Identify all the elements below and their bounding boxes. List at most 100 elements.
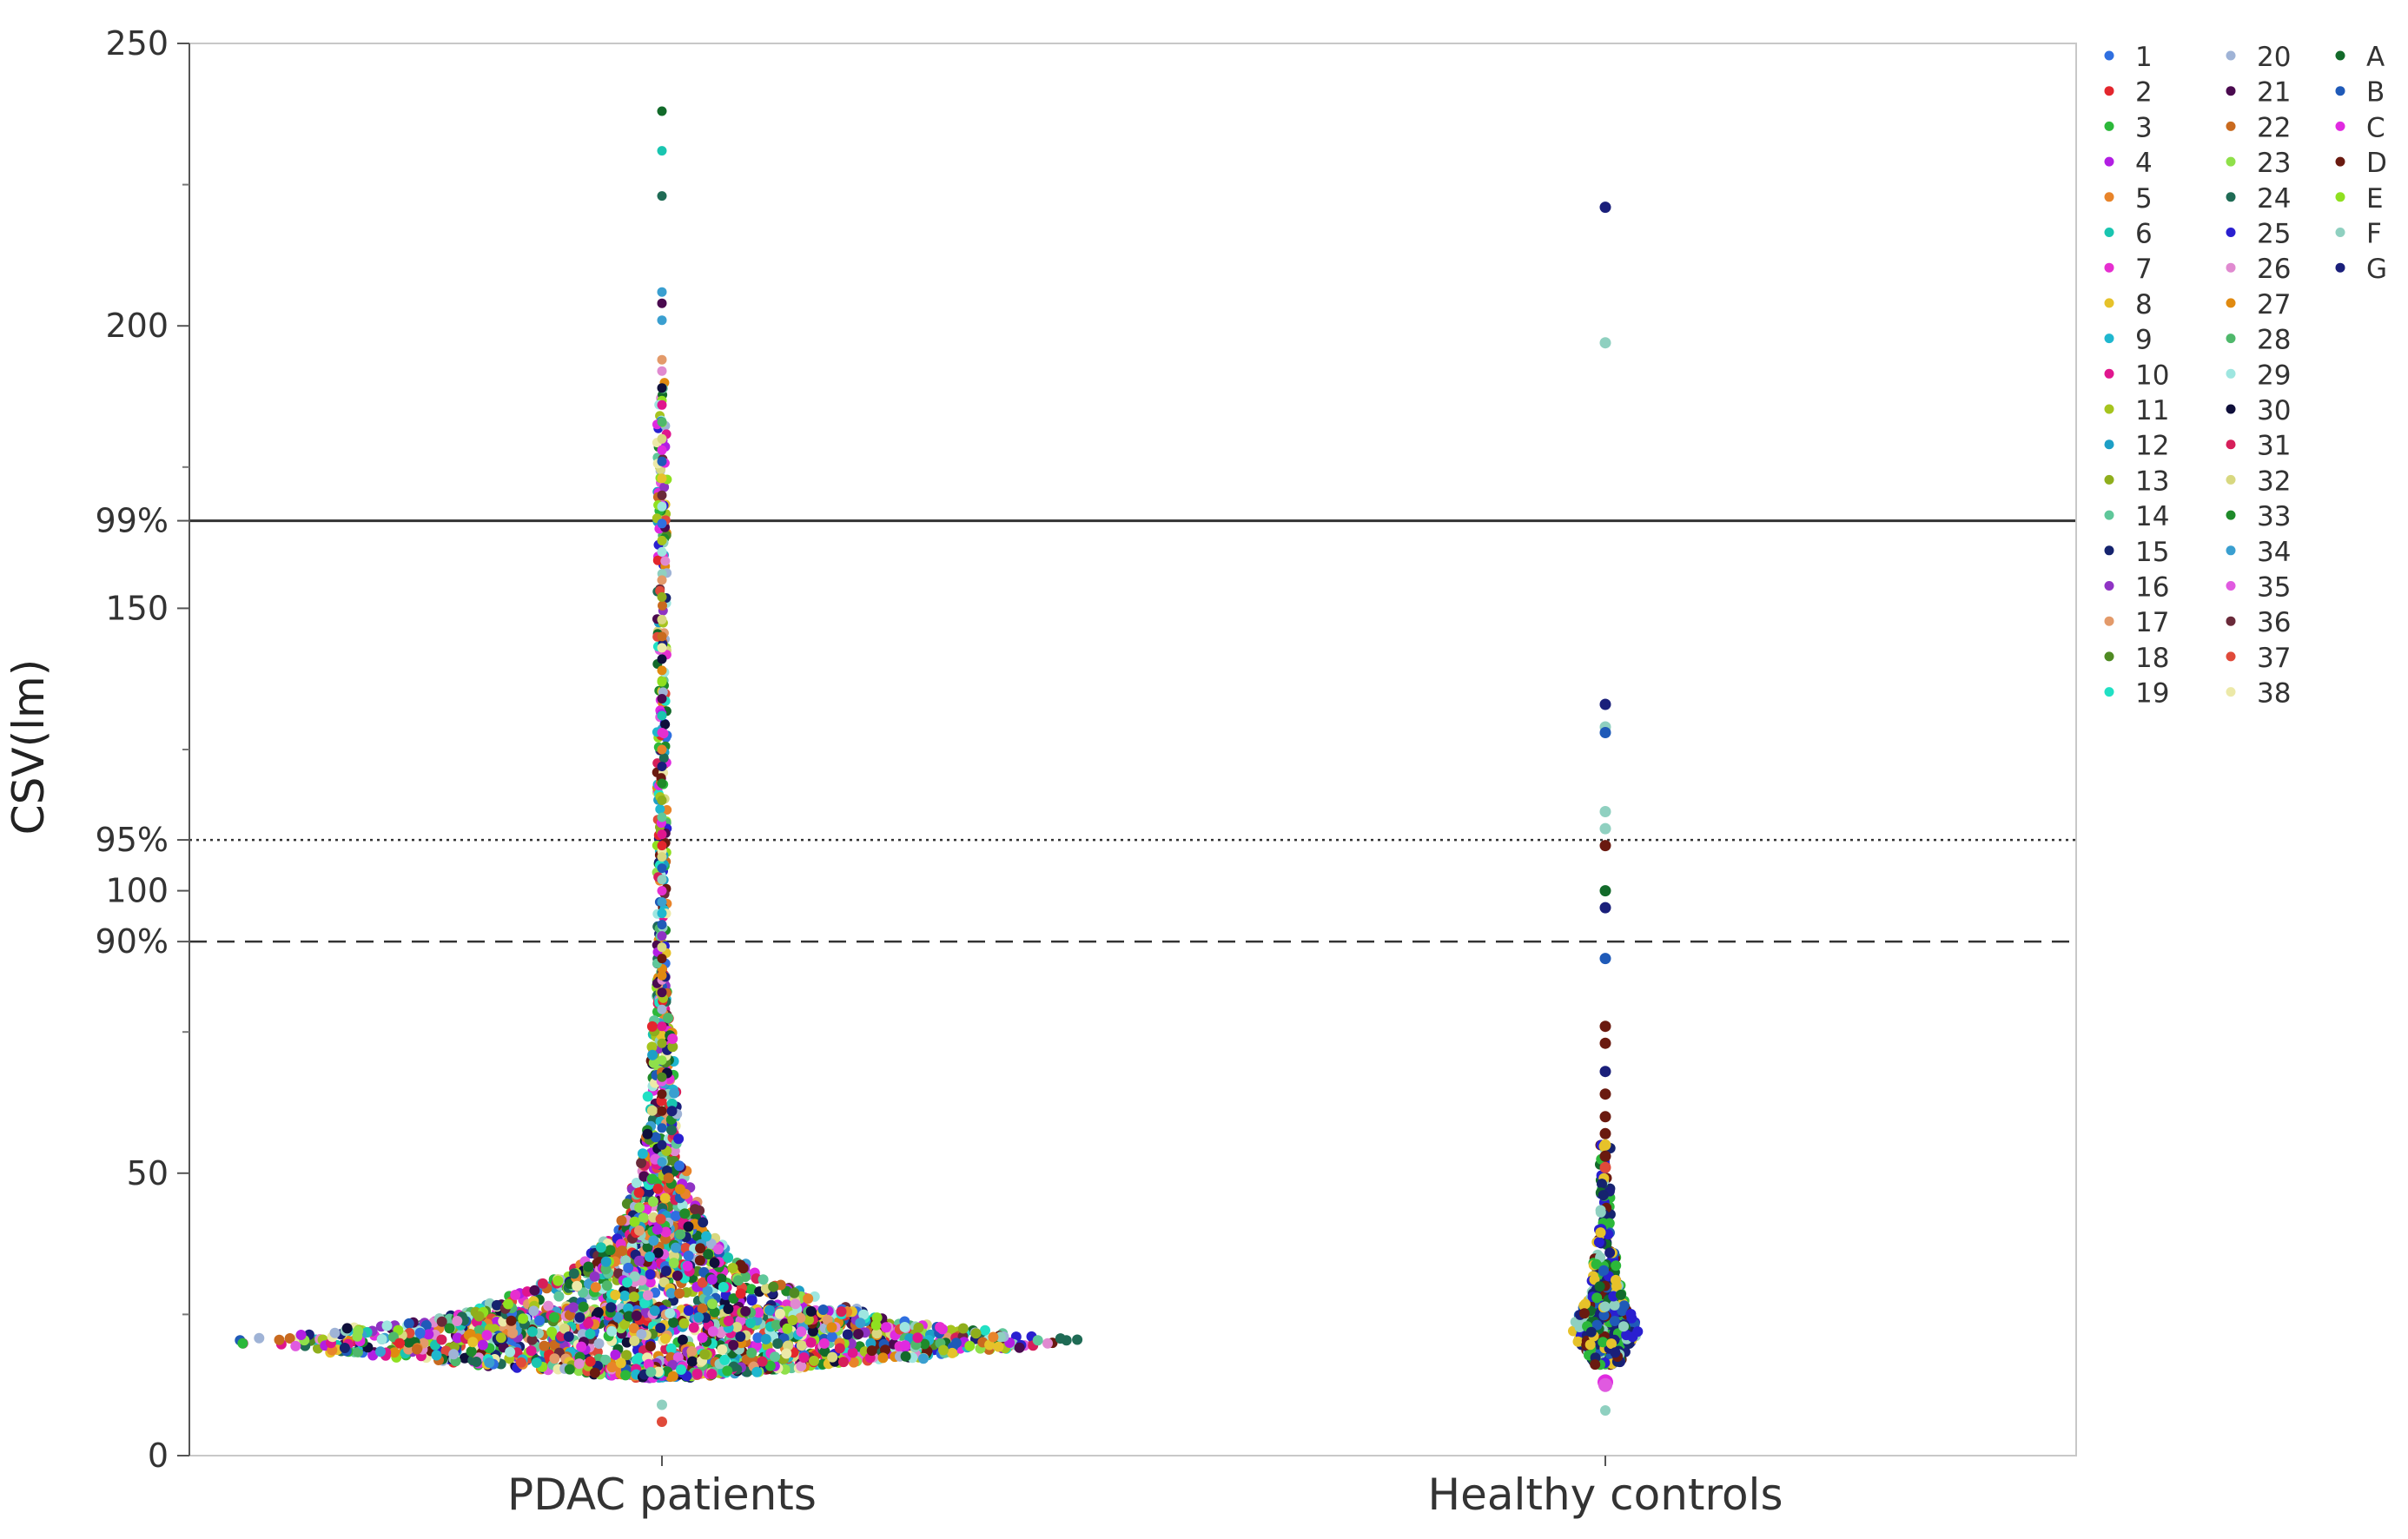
data-point [771,1319,782,1331]
data-point [805,1305,817,1317]
data-point [871,1328,883,1339]
data-point [657,591,667,602]
data-point [657,1038,667,1048]
data-point [757,1356,768,1367]
data-point [1584,1339,1596,1351]
data-point [826,1322,837,1333]
data-point [661,1265,671,1277]
data-point [657,631,667,642]
data-point [526,1334,538,1345]
data-point [719,1354,731,1365]
legend-marker [2104,298,2114,308]
data-point [1042,1338,1053,1349]
data-point [683,1305,694,1316]
data-point [628,1291,639,1303]
data-point [657,1399,667,1410]
data-point [1599,1037,1611,1049]
data-point [993,1341,1004,1352]
data-point [853,1329,864,1339]
data-point [647,1049,658,1060]
data-point [1599,337,1611,349]
legend-label: 12 [2135,431,2169,462]
data-point [510,1290,521,1300]
data-point [1599,1139,1611,1151]
data-point [866,1345,877,1357]
data-point [624,1311,635,1322]
data-point [1585,1326,1597,1338]
data-point [783,1340,794,1351]
data-point [646,1041,658,1053]
data-point [805,1337,817,1348]
legend-label: 14 [2135,501,2169,532]
data-point [1595,1206,1606,1218]
reference-line-label: 99% [96,502,169,540]
data-point [1598,1337,1609,1348]
data-point [707,1298,718,1310]
data-point [615,1357,626,1369]
data-point [534,1315,546,1326]
data-point [589,1271,600,1282]
data-point [705,1238,717,1249]
data-point [678,1318,690,1329]
data-point [657,106,667,116]
y-tick-label: 100 [105,872,169,910]
legend-label: 27 [2257,289,2291,320]
data-point [657,987,667,998]
legend-label: 33 [2257,501,2291,532]
data-point [803,1293,814,1305]
data-point [675,1229,686,1240]
data-point [728,1339,739,1351]
data-point [529,1285,540,1296]
data-point [957,1323,969,1334]
data-point [683,1251,694,1261]
data-point [574,1311,585,1323]
data-point [1591,1319,1603,1331]
data-point [657,287,667,297]
data-point [516,1357,526,1368]
data-point [847,1347,858,1358]
data-point [774,1308,785,1319]
data-point [629,1335,640,1346]
data-point [667,1371,678,1382]
data-point [697,1277,708,1288]
data-point [745,1318,757,1329]
legend-marker [2104,545,2114,556]
data-point [539,1340,550,1351]
data-point [595,1242,606,1253]
data-point [1599,822,1611,835]
data-point [549,1339,560,1351]
data-point [412,1344,422,1355]
data-point [657,1089,667,1100]
data-point [339,1343,350,1353]
data-point [657,490,667,500]
data-point [1599,885,1611,897]
data-point [531,1357,542,1368]
legend-marker [2104,121,2114,131]
data-point [663,1172,674,1184]
legend-label: F [2366,219,2382,250]
legend-marker [2226,86,2236,96]
legend-marker [2104,86,2114,96]
data-point [1599,902,1611,914]
data-point [682,1260,693,1271]
data-point [834,1343,845,1354]
data-point [680,1243,691,1253]
data-point [590,1282,601,1293]
legend-marker [2226,474,2236,485]
data-point [655,1213,666,1225]
data-point [376,1334,387,1344]
data-point [1600,1405,1611,1416]
data-point [452,1316,463,1326]
data-point [667,1034,678,1044]
data-point [995,1331,1006,1343]
legend-marker [2335,121,2345,131]
data-point [877,1352,889,1364]
data-point [717,1344,728,1355]
data-point [576,1341,587,1352]
legend-label: E [2366,183,2384,215]
legend-marker [2104,474,2114,485]
legend-label: 29 [2257,360,2291,391]
data-point [1594,1281,1605,1292]
data-point [858,1309,870,1320]
data-point [583,1261,594,1272]
